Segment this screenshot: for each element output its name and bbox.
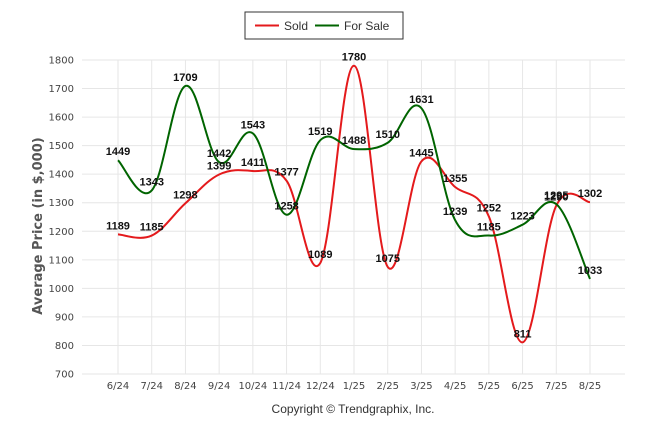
x-tick-label: 12/24 [306, 381, 335, 392]
series-line-sold [117, 64, 591, 344]
data-label: 1399 [207, 160, 231, 172]
y-tick-label: 1700 [49, 84, 74, 95]
data-label: 1488 [342, 135, 366, 147]
data-label: 1223 [510, 211, 534, 223]
legend: Sold For Sale [244, 11, 404, 40]
x-tick-label: 6/25 [511, 381, 533, 392]
y-axis-title: Average Price (in $,000) [31, 137, 46, 314]
data-label: 1252 [477, 202, 501, 214]
y-tick-label: 1100 [49, 255, 74, 266]
x-tick-label: 7/25 [545, 381, 567, 392]
y-tick-label: 800 [55, 341, 74, 352]
data-label: 1355 [443, 173, 467, 185]
x-tick-label: 3/25 [410, 381, 432, 392]
x-tick-label: 8/25 [579, 381, 601, 392]
y-tick-label: 1000 [49, 284, 74, 295]
data-label: 1780 [342, 52, 366, 64]
data-label: 1543 [241, 119, 265, 131]
data-label: 1189 [106, 220, 130, 232]
series-lines [117, 64, 591, 344]
y-tick-label: 1800 [49, 56, 74, 67]
x-tick-label: 8/24 [174, 381, 196, 392]
copyright-text: Copyright © Trendgraphix, Inc. [272, 402, 435, 416]
data-label: 1290 [544, 192, 568, 204]
data-label: 1519 [308, 126, 332, 138]
y-axis-ticks: 700 800 900 1000 1100 1200 1300 1400 1500 1600 170… [49, 56, 74, 381]
data-label: 1295 [544, 190, 568, 202]
data-label: 1258 [274, 201, 298, 213]
data-label: 1239 [443, 206, 467, 218]
series-line-for-sale [117, 84, 591, 280]
data-label: 1445 [409, 147, 433, 159]
data-label: 1449 [106, 146, 130, 158]
data-label: 1411 [241, 157, 265, 169]
data-label: 1510 [375, 129, 399, 141]
x-tick-label: 2/25 [376, 381, 398, 392]
data-label: 1298 [173, 189, 197, 201]
data-label: 1343 [139, 176, 163, 188]
y-tick-label: 1400 [49, 170, 74, 181]
x-tick-label: 1/25 [343, 381, 365, 392]
data-label: 1377 [274, 167, 298, 179]
data-label: 1075 [375, 253, 399, 265]
data-label: 1631 [409, 94, 433, 106]
legend-label-for-sale: For Sale [344, 19, 390, 33]
y-tick-label: 700 [55, 370, 74, 381]
y-tick-label: 900 [55, 312, 74, 323]
data-label: 1442 [207, 148, 231, 160]
y-tick-label: 1500 [49, 141, 74, 152]
x-tick-label: 11/24 [272, 381, 301, 392]
x-tick-label: 4/25 [444, 381, 466, 392]
x-tick-label: 7/24 [140, 381, 162, 392]
data-label: 811 [514, 328, 532, 340]
y-tick-label: 1300 [49, 198, 74, 209]
grid-lines [82, 59, 625, 375]
x-tick-label: 6/24 [107, 381, 129, 392]
y-tick-label: 1600 [49, 113, 74, 124]
x-axis-ticks: 6/24 7/24 8/24 9/24 10/24 11/24 12/24 1/25 2/25 3… [107, 381, 601, 392]
x-tick-label: 9/24 [208, 381, 230, 392]
data-label: 1302 [578, 188, 602, 200]
y-tick-label: 1200 [49, 227, 74, 238]
data-label: 1185 [140, 222, 164, 234]
data-labels: 1189 1185 1298 1399 1411 1377 1089 1780 1075 1445… [106, 52, 602, 341]
data-label: 1089 [308, 249, 332, 261]
data-label: 1033 [578, 265, 602, 277]
x-tick-label: 5/25 [478, 381, 500, 392]
x-tick-label: 10/24 [238, 381, 267, 392]
legend-label-sold: Sold [284, 19, 308, 33]
data-label: 1185 [477, 222, 501, 234]
data-label: 1709 [173, 72, 197, 84]
